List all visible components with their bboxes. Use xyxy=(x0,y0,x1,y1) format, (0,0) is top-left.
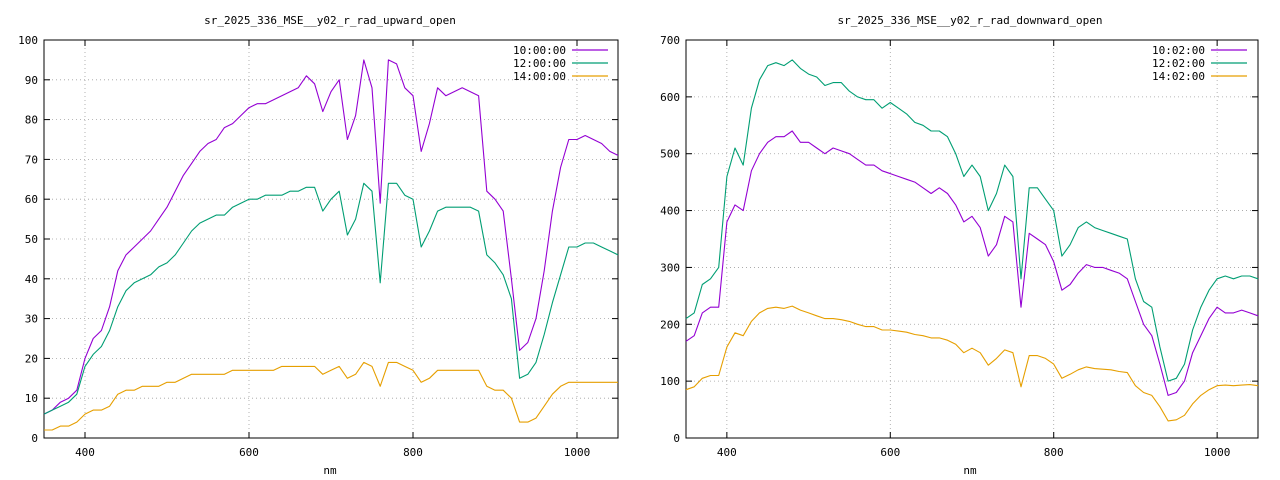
legend-label: 12:00:00 xyxy=(513,57,566,70)
series-line-12-02-00 xyxy=(685,59,1259,382)
x-tick-label: 800 xyxy=(403,446,423,459)
y-tick-label: 100 xyxy=(18,34,38,47)
y-tick-label: 0 xyxy=(673,432,680,445)
x-tick-label: 800 xyxy=(1044,446,1064,459)
legend-label: 14:02:00 xyxy=(1152,70,1205,83)
y-tick-label: 90 xyxy=(25,74,38,87)
y-tick-label: 50 xyxy=(25,233,38,246)
y-tick-label: 600 xyxy=(660,91,680,104)
series-line-10-00-00 xyxy=(43,59,619,415)
x-tick-label: 400 xyxy=(75,446,95,459)
y-tick-label: 500 xyxy=(660,148,680,161)
y-tick-label: 60 xyxy=(25,193,38,206)
x-tick-label: 1000 xyxy=(564,446,591,459)
legend-label: 10:02:00 xyxy=(1152,44,1205,57)
y-tick-label: 20 xyxy=(25,352,38,365)
legend-label: 12:02:00 xyxy=(1152,57,1205,70)
x-axis-label: nm xyxy=(323,464,337,477)
y-tick-label: 70 xyxy=(25,153,38,166)
y-tick-label: 40 xyxy=(25,273,38,286)
legend-label: 10:00:00 xyxy=(513,44,566,57)
x-tick-label: 600 xyxy=(880,446,900,459)
y-tick-label: 300 xyxy=(660,261,680,274)
y-tick-label: 80 xyxy=(25,114,38,127)
y-tick-label: 0 xyxy=(31,432,38,445)
y-tick-label: 30 xyxy=(25,313,38,326)
y-tick-label: 400 xyxy=(660,205,680,218)
x-tick-label: 1000 xyxy=(1204,446,1231,459)
x-axis-label: nm xyxy=(963,464,977,477)
legend-label: 14:00:00 xyxy=(513,70,566,83)
chart-panel-0: sr_2025_336_MSE__y02_r_rad_upward_open 0 1… xyxy=(18,14,619,477)
series-line-10-02-00 xyxy=(685,130,1259,396)
y-tick-label: 100 xyxy=(660,375,680,388)
chart-title: sr_2025_336_MSE__y02_r_rad_downward_open xyxy=(838,14,1103,27)
y-tick-label: 200 xyxy=(660,318,680,331)
series-line-12-00-00 xyxy=(43,182,619,415)
series-line-14-02-00 xyxy=(685,305,1259,422)
chart-panel-1: sr_2025_336_MSE__y02_r_rad_downward_open… xyxy=(660,14,1259,477)
y-tick-label: 700 xyxy=(660,34,680,47)
series-line-14-00-00 xyxy=(44,361,618,431)
chart-title: sr_2025_336_MSE__y02_r_rad_upward_open xyxy=(204,14,456,27)
y-tick-label: 10 xyxy=(25,392,38,405)
plot-frame xyxy=(685,39,1259,439)
x-tick-label: 400 xyxy=(717,446,737,459)
x-tick-label: 600 xyxy=(239,446,259,459)
plot-frame xyxy=(43,39,619,439)
